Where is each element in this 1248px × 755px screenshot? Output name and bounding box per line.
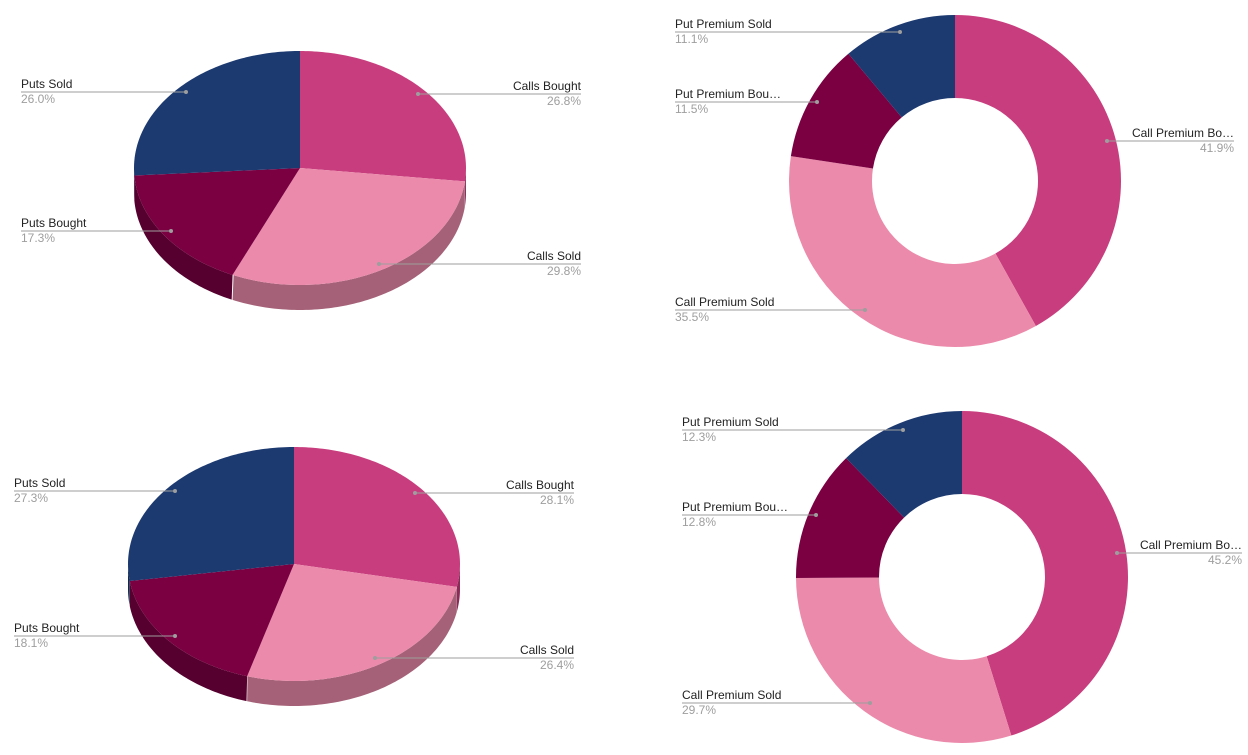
slice-percent-label: 27.3% <box>14 491 48 505</box>
leader-dot <box>901 428 905 432</box>
leader-dot <box>416 92 420 96</box>
slice-percent-label: 12.8% <box>682 515 716 529</box>
slice-put-premium-sold[interactable] <box>848 15 955 118</box>
slice-call-premium-sold[interactable] <box>788 156 1036 348</box>
slice-put-premium-bou-[interactable] <box>790 53 902 169</box>
slice-label: Put Premium Bou… <box>682 500 788 514</box>
leader-dot <box>373 656 377 660</box>
slice-label: Call Premium Bo… <box>1140 538 1242 552</box>
leader-dot <box>814 513 818 517</box>
slice-call-premium-bo-[interactable] <box>962 411 1128 736</box>
slice-percent-label: 18.1% <box>14 636 48 650</box>
slice-calls-sold[interactable] <box>232 168 465 285</box>
slice-percent-label: 11.5% <box>675 102 708 116</box>
slice-percent-label: 29.7% <box>682 703 716 717</box>
slice-side-puts-bought <box>129 581 248 702</box>
slice-label: Calls Bought <box>506 478 575 492</box>
slice-label: Calls Sold <box>527 249 581 263</box>
slice-percent-label: 35.5% <box>675 310 709 324</box>
leader-dot <box>1105 139 1109 143</box>
slice-percent-label: 26.0% <box>21 92 55 106</box>
slice-percent-label: 45.2% <box>1208 553 1242 567</box>
slice-percent-label: 41.9% <box>1200 141 1234 155</box>
leader-dot <box>169 229 173 233</box>
leader-dot <box>413 491 417 495</box>
slice-percent-label: 12.3% <box>682 430 716 444</box>
chart-2-donut-pie: Call Premium Bo…41.9% Call Premium Sold35… <box>675 15 1234 348</box>
slice-puts-sold[interactable] <box>128 447 294 582</box>
slice-puts-bought[interactable] <box>134 168 300 275</box>
leader-dot <box>1115 551 1119 555</box>
slice-label: Call Premium Sold <box>682 688 781 702</box>
slice-label: Puts Bought <box>21 216 87 230</box>
slice-call-premium-bo-[interactable] <box>955 15 1121 326</box>
slice-label: Put Premium Sold <box>682 415 779 429</box>
slice-label: Puts Sold <box>14 476 65 490</box>
slice-label: Call Premium Sold <box>675 295 774 309</box>
slice-side-calls-bought <box>456 564 460 612</box>
slice-side-calls-bought <box>464 168 466 207</box>
slice-put-premium-bou-[interactable] <box>796 458 905 579</box>
chart-4-donut-pie: Call Premium Bo…45.2% Call Premium Sold29… <box>682 411 1242 743</box>
slice-puts-bought[interactable] <box>129 564 294 677</box>
slice-calls-bought[interactable] <box>294 447 460 587</box>
slice-label: Calls Sold <box>520 643 574 657</box>
slice-percent-label: 17.3% <box>21 231 55 245</box>
leader-dot <box>184 90 188 94</box>
leader-dot <box>173 489 177 493</box>
slice-label: Put Premium Bou… <box>675 87 781 101</box>
slice-side-puts-bought <box>134 176 233 300</box>
slice-label: Puts Sold <box>21 77 72 91</box>
slice-percent-label: 29.8% <box>547 264 581 278</box>
slice-side-calls-sold <box>232 181 465 310</box>
slice-label: Call Premium Bo… <box>1132 126 1234 140</box>
slice-calls-sold[interactable] <box>247 564 457 681</box>
leader-dot <box>898 30 902 34</box>
slice-call-premium-sold[interactable] <box>796 577 1012 743</box>
leader-dot <box>868 701 872 705</box>
slice-puts-sold[interactable] <box>134 51 300 176</box>
slice-side-calls-sold <box>247 586 457 706</box>
slice-percent-label: 28.1% <box>540 493 574 507</box>
slice-side-puts-sold <box>128 564 130 606</box>
slice-percent-label: 26.4% <box>540 658 574 672</box>
slice-label: Puts Bought <box>14 621 80 635</box>
slice-percent-label: 11.1% <box>675 32 708 46</box>
leader-dot <box>863 308 867 312</box>
leader-dot <box>815 100 819 104</box>
slice-label: Calls Bought <box>513 79 582 93</box>
slice-label: Put Premium Sold <box>675 17 772 31</box>
slice-percent-label: 26.8% <box>547 94 581 108</box>
slice-calls-bought[interactable] <box>300 51 466 182</box>
leader-dot <box>173 634 177 638</box>
leader-dot <box>377 262 381 266</box>
slice-put-premium-sold[interactable] <box>846 411 962 518</box>
